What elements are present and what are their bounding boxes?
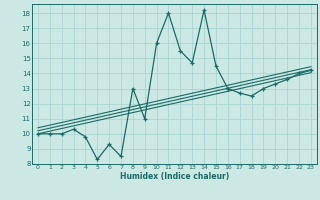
X-axis label: Humidex (Indice chaleur): Humidex (Indice chaleur) bbox=[120, 172, 229, 181]
